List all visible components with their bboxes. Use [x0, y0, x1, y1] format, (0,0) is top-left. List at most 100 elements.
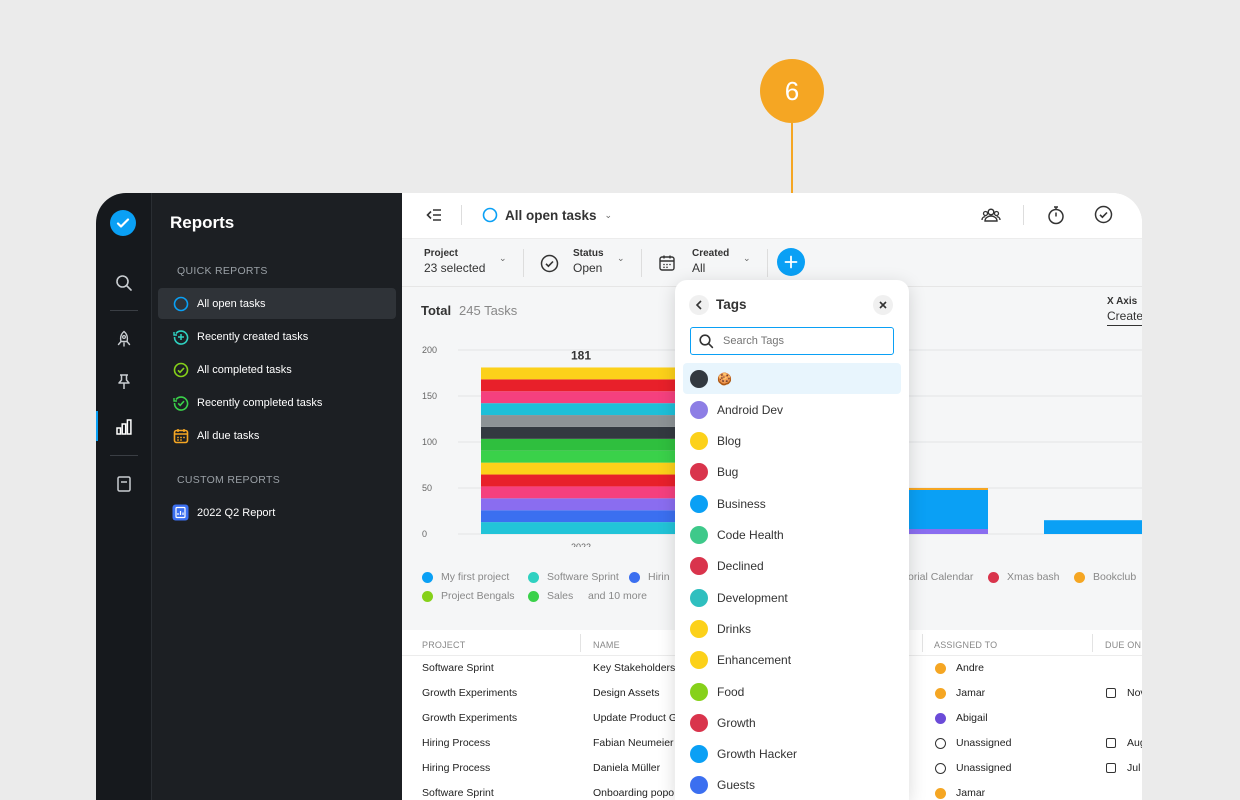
tag-option[interactable]: Android Dev: [683, 394, 901, 425]
back-button[interactable]: [689, 295, 709, 315]
cookie-emoji-icon: 🍪: [717, 371, 732, 386]
legend-item[interactable]: Hirin: [629, 571, 670, 583]
tag-color-swatch: [690, 557, 708, 576]
reports-sidebar: Reports QUICK REPORTS All open tasks Rec…: [152, 193, 402, 800]
quick-reports-heading: QUICK REPORTS: [177, 265, 268, 277]
column-header-assigned[interactable]: ASSIGNED TO: [934, 640, 998, 650]
chevron-down-icon: ⌄: [499, 253, 507, 263]
tag-label: Guests: [717, 778, 756, 793]
icon-rail: [96, 193, 152, 800]
column-divider: [922, 634, 923, 652]
add-filter-button[interactable]: [777, 248, 805, 276]
sidebar-item-label: Recently completed tasks: [197, 396, 323, 409]
column-header-name[interactable]: NAME: [593, 640, 620, 650]
sidebar-item-label: All completed tasks: [197, 363, 292, 376]
divider: [641, 249, 642, 277]
cell-name: Daniela Müller: [593, 762, 661, 774]
tag-color-swatch: [690, 745, 708, 764]
unassigned-icon: [935, 738, 946, 749]
avatar: [935, 788, 946, 799]
tag-option[interactable]: Enhancement: [683, 645, 901, 676]
active-indicator: [96, 411, 98, 441]
column-header-project[interactable]: PROJECT: [422, 640, 466, 650]
tag-option[interactable]: Code Health: [683, 520, 901, 551]
team-icon[interactable]: [981, 206, 1001, 229]
bar-segment: [902, 488, 988, 534]
x-axis-label[interactable]: X Axis: [1107, 296, 1138, 307]
sidebar-item-recently-completed[interactable]: Recently completed tasks: [158, 387, 396, 418]
divider: [461, 205, 462, 225]
tag-option[interactable]: Guests: [683, 770, 901, 800]
bar-segment: [481, 391, 681, 404]
legend-item[interactable]: orial Calendar: [908, 571, 974, 583]
tag-label: Growth: [717, 715, 756, 730]
tag-color-swatch: [690, 526, 708, 544]
close-button[interactable]: [873, 295, 893, 315]
total-count: 245 Tasks: [459, 303, 518, 318]
complete-check-icon[interactable]: [1094, 205, 1113, 229]
tag-option[interactable]: Growth Hacker: [683, 739, 901, 770]
pin-icon[interactable]: [112, 370, 136, 394]
legend-more[interactable]: and 10 more: [588, 590, 647, 602]
y-tick-label: 50: [422, 483, 432, 493]
notes-icon[interactable]: [112, 472, 136, 496]
legend-item[interactable]: Sales: [528, 590, 573, 602]
legend-item[interactable]: Xmas bash: [988, 571, 1060, 583]
sidebar-item-all-due[interactable]: All due tasks: [158, 420, 396, 451]
calendar-icon: [172, 427, 189, 444]
filter-project-value: 23 selected: [424, 261, 486, 275]
tag-option[interactable]: Food: [683, 676, 901, 707]
filter-created-label: Created: [692, 248, 730, 259]
search-field[interactable]: [690, 327, 894, 355]
tag-color-swatch: [690, 463, 708, 482]
calendar-icon: [1106, 688, 1116, 698]
rocket-icon[interactable]: [112, 327, 136, 351]
column-header-due[interactable]: DUE ON: [1105, 640, 1142, 650]
sidebar-item-label: All due tasks: [197, 429, 260, 442]
cell-assignee: Jamar: [956, 687, 986, 699]
step-number: 6: [784, 75, 800, 106]
search-icon[interactable]: [112, 271, 136, 295]
legend-item[interactable]: Bookclub: [1074, 571, 1136, 583]
divider: [1023, 205, 1024, 225]
tag-option[interactable]: 🍪: [683, 363, 901, 394]
legend-item[interactable]: Project Bengals: [422, 590, 515, 602]
legend-item[interactable]: My first project: [422, 571, 509, 583]
tag-label: Food: [717, 684, 745, 699]
search-icon: [699, 333, 714, 348]
view-selector[interactable]: All open tasks ⌄: [482, 207, 612, 223]
tag-color-swatch: [690, 494, 708, 513]
tag-option[interactable]: Bug: [683, 457, 901, 488]
tag-option[interactable]: Blog: [683, 426, 901, 457]
open-circle-icon: [482, 207, 498, 223]
bar-segment: [481, 450, 681, 463]
calendar-icon: [1106, 763, 1116, 773]
y-tick-label: 150: [422, 391, 437, 401]
x-axis-value[interactable]: Create: [1107, 309, 1142, 323]
divider: [767, 249, 768, 277]
search-tags-input[interactable]: [723, 335, 883, 347]
calendar-icon: [659, 255, 675, 271]
tag-option[interactable]: Business: [683, 488, 901, 519]
bar-segment: [481, 415, 681, 427]
cell-project: Hiring Process: [422, 762, 491, 774]
sidebar-item-recently-created[interactable]: Recently created tasks: [158, 321, 396, 352]
tag-option[interactable]: Drinks: [683, 613, 901, 644]
timer-icon[interactable]: [1047, 205, 1065, 230]
sidebar-item-2022-q2-report[interactable]: 2022 Q2 Report: [158, 497, 396, 528]
y-tick-label: 100: [422, 437, 437, 447]
legend-item[interactable]: Software Sprint: [528, 571, 619, 583]
avatar: [935, 688, 946, 699]
reports-icon[interactable]: [112, 415, 136, 439]
view-title: All open tasks: [505, 207, 597, 223]
bar-segment: [481, 498, 681, 511]
tag-option[interactable]: Declined: [683, 551, 901, 582]
app-logo-icon[interactable]: [110, 210, 136, 236]
sidebar-item-all-completed[interactable]: All completed tasks: [158, 354, 396, 385]
stacked-bar-chart: 0 50 100 150 200 181 2022: [422, 345, 1142, 547]
tag-option[interactable]: Growth: [683, 707, 901, 738]
sidebar-item-all-open-tasks[interactable]: All open tasks: [158, 288, 396, 319]
recent-add-icon: [172, 328, 189, 345]
tag-option[interactable]: Development: [683, 582, 901, 613]
collapse-sidebar-icon[interactable]: [424, 207, 442, 228]
